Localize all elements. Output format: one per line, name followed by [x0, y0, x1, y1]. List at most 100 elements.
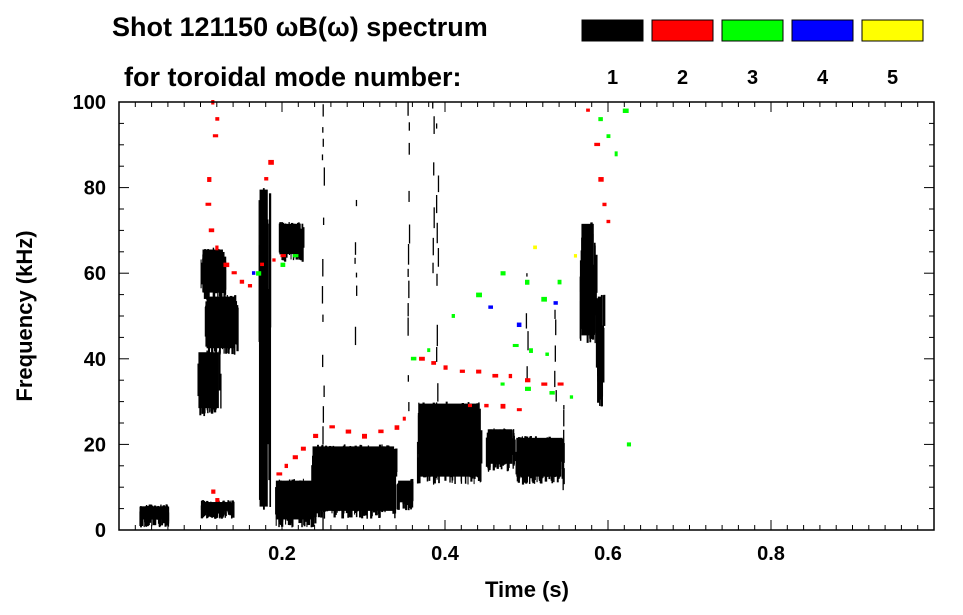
data-blob [204, 295, 239, 356]
data-point [208, 228, 215, 233]
y-axis-label: Frequency (kHz) [12, 230, 37, 401]
data-point [541, 382, 548, 386]
data-point [500, 382, 505, 386]
legend-swatch [581, 19, 644, 42]
data-point [508, 373, 513, 379]
data-point [419, 356, 425, 361]
data-point [500, 271, 506, 276]
data-point [276, 472, 283, 476]
data-blob [579, 222, 598, 344]
data-blob [197, 350, 222, 417]
data-point [223, 262, 230, 268]
data-blob [200, 247, 227, 300]
data-point [516, 322, 522, 328]
data-point [329, 425, 335, 429]
data-point [622, 108, 629, 113]
x-tick-label: 0.2 [268, 543, 296, 565]
y-tick-label: 60 [84, 263, 106, 285]
data-streak [432, 102, 435, 274]
data-point [280, 262, 286, 267]
data-point [247, 284, 253, 288]
data-streak [407, 102, 411, 412]
y-tick-label: 0 [95, 520, 106, 542]
data-point [598, 177, 604, 182]
data-streak [435, 123, 440, 402]
data-point [541, 296, 547, 302]
data-blob [416, 401, 483, 485]
data-point [215, 117, 220, 121]
data-blob [275, 478, 317, 528]
data-point [594, 142, 601, 147]
data-point [553, 301, 558, 305]
data-point [606, 134, 611, 139]
data-point [598, 117, 603, 122]
data-point [586, 108, 590, 112]
legend-swatch [861, 19, 924, 42]
data-point [476, 292, 482, 298]
data-point [280, 254, 286, 258]
data-point [251, 271, 256, 275]
data-point [476, 369, 482, 374]
data-point [614, 151, 618, 157]
data-point [549, 391, 555, 395]
data-point [525, 378, 531, 383]
data-blob [396, 478, 414, 511]
series-2 [205, 100, 611, 502]
legend-label: 4 [817, 67, 829, 89]
legend-label: 3 [747, 67, 758, 89]
x-tick-label: 0.4 [431, 543, 460, 565]
data-point [557, 382, 564, 386]
series-5 [533, 245, 578, 258]
y-tick-label: 20 [84, 434, 106, 456]
plot-area: 0.2 0.4 0.6 0.8 0 20 40 60 80 100 [73, 92, 935, 565]
data-point [260, 262, 264, 267]
legend-swatch [791, 19, 854, 42]
data-point [545, 352, 549, 356]
data-point [459, 369, 465, 373]
data-point [272, 258, 276, 262]
chart-title-line2: for toroidal mode number: [124, 62, 462, 92]
x-tick-label: 0.8 [757, 543, 785, 565]
data-point [467, 403, 473, 408]
legend-swatch [721, 19, 784, 42]
data-point [256, 271, 262, 276]
data-point [443, 365, 448, 370]
y-tick-label: 40 [84, 349, 106, 371]
data-point [525, 386, 531, 391]
data-point [212, 134, 219, 138]
data-point [264, 177, 269, 181]
legend: 1 2 3 4 5 [581, 19, 924, 89]
legend-label: 5 [887, 67, 898, 89]
data-point [205, 202, 212, 206]
data-point [378, 429, 384, 434]
data-streak [562, 405, 565, 491]
data-point [516, 408, 522, 412]
data-point [410, 356, 417, 361]
data-point [533, 245, 537, 250]
data-point [211, 489, 216, 494]
data-point [239, 279, 245, 284]
x-axis-label: Time (s) [485, 577, 569, 602]
data-point [394, 425, 400, 430]
y-tick-label: 80 [84, 178, 106, 200]
data-point [292, 455, 298, 460]
data-point [557, 279, 562, 285]
data-point [512, 343, 519, 348]
data-streak [525, 273, 529, 381]
data-point [500, 403, 506, 409]
data-point [207, 177, 212, 182]
y-axis: 0 20 40 60 80 100 [73, 92, 934, 542]
data-point [602, 202, 607, 207]
data-point [484, 403, 489, 408]
data-point [525, 279, 530, 285]
data-point [362, 433, 367, 439]
series-3 [256, 108, 632, 447]
data-point [606, 219, 611, 224]
data-point [313, 433, 319, 439]
data-blob [200, 500, 235, 519]
data-blob [485, 428, 515, 472]
series-4 [251, 271, 558, 328]
data-point [451, 314, 455, 318]
data-point [492, 373, 499, 378]
data-streak [354, 199, 358, 346]
